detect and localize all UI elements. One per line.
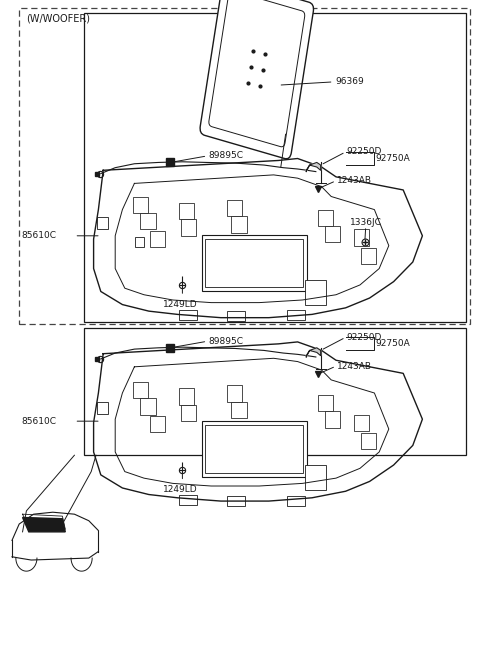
Bar bbox=[305, 465, 326, 490]
Bar bbox=[227, 311, 245, 321]
Bar bbox=[84, 328, 466, 455]
Text: 89895C: 89895C bbox=[209, 151, 244, 160]
Bar bbox=[179, 203, 194, 219]
Bar bbox=[325, 226, 340, 242]
Bar bbox=[354, 415, 369, 431]
Text: 1243AB: 1243AB bbox=[337, 362, 372, 371]
Bar bbox=[202, 236, 307, 291]
Polygon shape bbox=[306, 348, 321, 357]
Text: 1249LD: 1249LD bbox=[163, 485, 198, 495]
Bar bbox=[181, 405, 196, 421]
Bar bbox=[135, 238, 144, 247]
Bar bbox=[179, 310, 197, 320]
Bar bbox=[133, 196, 148, 213]
Bar bbox=[202, 421, 307, 477]
Bar bbox=[231, 402, 247, 418]
Bar bbox=[150, 416, 165, 432]
FancyBboxPatch shape bbox=[200, 0, 313, 159]
Bar bbox=[179, 388, 194, 405]
Text: 92750A: 92750A bbox=[376, 154, 410, 163]
Bar bbox=[140, 213, 156, 229]
Text: 96369: 96369 bbox=[335, 77, 364, 86]
Bar bbox=[140, 398, 156, 415]
FancyBboxPatch shape bbox=[209, 0, 305, 147]
Text: 1336JC: 1336JC bbox=[350, 218, 382, 227]
Bar bbox=[227, 200, 242, 216]
Text: 92750A: 92750A bbox=[376, 339, 410, 348]
Bar bbox=[305, 280, 326, 305]
Text: 92250D: 92250D bbox=[347, 333, 382, 342]
Polygon shape bbox=[306, 162, 321, 172]
Bar bbox=[97, 402, 108, 414]
Bar bbox=[231, 216, 247, 233]
Bar bbox=[361, 433, 376, 449]
Bar bbox=[205, 424, 303, 473]
Polygon shape bbox=[23, 517, 65, 532]
Bar bbox=[181, 219, 196, 236]
Text: 1249LD: 1249LD bbox=[163, 300, 198, 309]
Bar bbox=[133, 382, 148, 398]
Bar bbox=[150, 231, 165, 247]
Bar bbox=[227, 496, 245, 506]
Bar bbox=[97, 217, 108, 229]
Text: 92250D: 92250D bbox=[347, 147, 382, 157]
Bar bbox=[227, 385, 242, 402]
Bar bbox=[179, 495, 197, 505]
Text: 89895C: 89895C bbox=[209, 337, 244, 346]
Text: 1243AB: 1243AB bbox=[337, 176, 372, 185]
Bar bbox=[287, 496, 305, 506]
Bar bbox=[361, 248, 376, 264]
Text: 85610C: 85610C bbox=[22, 231, 57, 240]
Text: 85610C: 85610C bbox=[22, 417, 57, 426]
Bar bbox=[325, 411, 340, 428]
Bar bbox=[84, 13, 466, 322]
Bar bbox=[205, 239, 303, 287]
Bar bbox=[318, 210, 333, 226]
Bar bbox=[318, 395, 333, 411]
Bar bbox=[287, 310, 305, 320]
Text: (W/WOOFER): (W/WOOFER) bbox=[26, 14, 90, 24]
Bar bbox=[19, 8, 470, 324]
Bar bbox=[354, 229, 369, 246]
